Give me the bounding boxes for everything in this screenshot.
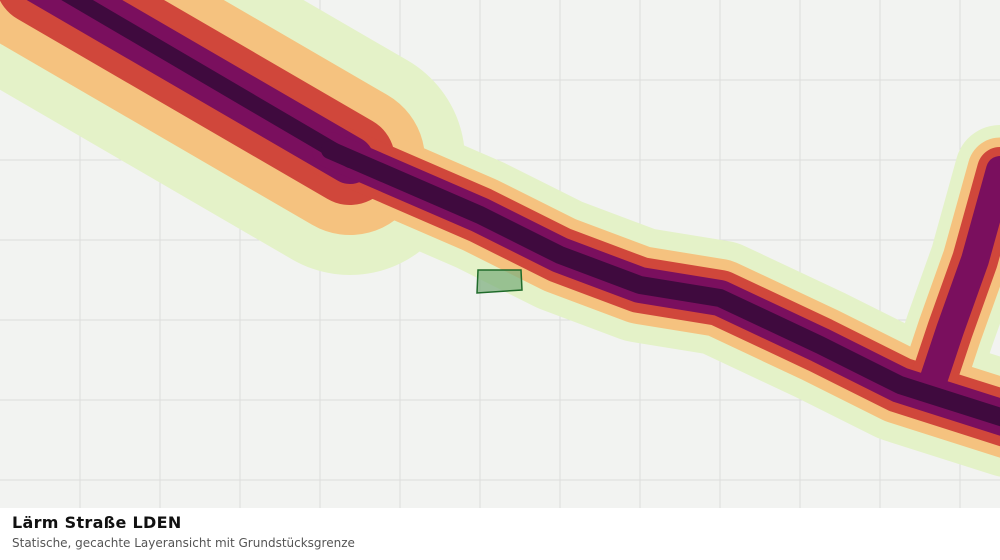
- map-subtitle: Statische, gecachte Layeransicht mit Gru…: [12, 536, 355, 550]
- noise-layer: [0, 0, 1000, 477]
- map-title: Lärm Straße LDEN: [12, 513, 182, 532]
- map: [0, 0, 1000, 508]
- parcel-boundary[interactable]: [476, 269, 523, 294]
